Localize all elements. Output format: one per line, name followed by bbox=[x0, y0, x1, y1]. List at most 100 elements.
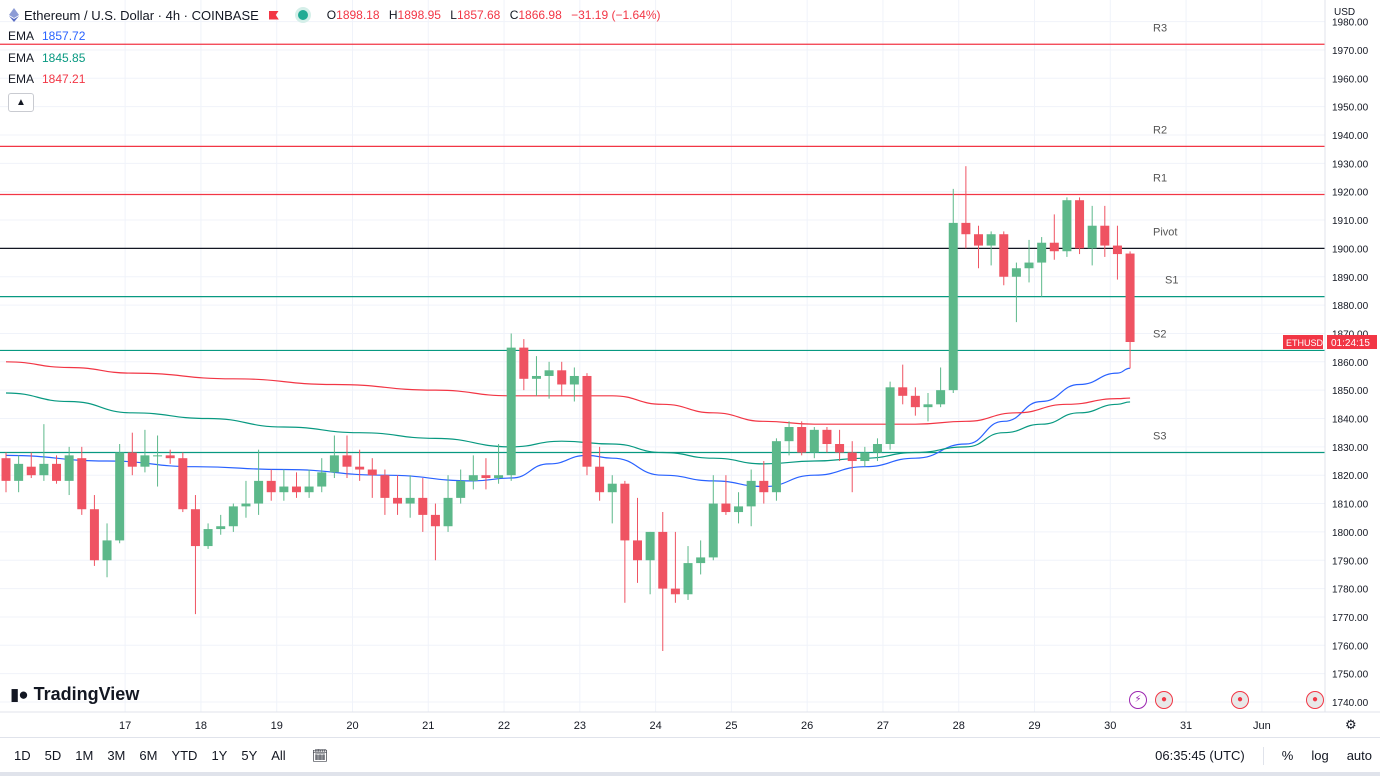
time-tick-label: 25 bbox=[725, 720, 737, 732]
footer-strip bbox=[0, 772, 1380, 776]
range-5y-button[interactable]: 5Y bbox=[241, 748, 258, 763]
time-tick-label: 28 bbox=[953, 720, 965, 732]
candle bbox=[1, 458, 11, 481]
candle bbox=[620, 483, 630, 541]
price-tick-label: 1970.00 bbox=[1332, 46, 1369, 57]
candle bbox=[481, 475, 491, 479]
countdown-text: 01:24:15 bbox=[1331, 338, 1370, 349]
us-flag-event-icon[interactable]: ● bbox=[1155, 691, 1173, 709]
price-tick-label: 1770.00 bbox=[1332, 613, 1369, 624]
price-tick-label: 1920.00 bbox=[1332, 188, 1369, 199]
time-tick-label: 19 bbox=[271, 720, 283, 732]
candle bbox=[153, 455, 163, 457]
range-1m-button[interactable]: 1M bbox=[75, 748, 94, 763]
candle bbox=[418, 497, 428, 515]
candle bbox=[64, 455, 74, 481]
price-tick-label: 1860.00 bbox=[1332, 358, 1369, 369]
lightning-event-icon[interactable]: ⚡ bbox=[1129, 691, 1147, 709]
range-all-button[interactable]: All bbox=[271, 748, 286, 763]
candle bbox=[304, 486, 314, 493]
time-tick-label: 17 bbox=[119, 720, 131, 732]
candle bbox=[102, 540, 112, 561]
candle bbox=[216, 526, 226, 530]
time-tick-label: Jun bbox=[1253, 720, 1271, 732]
bottom-toolbar: 1D 5D 1M 3M 6M YTD 1Y 5Y All 🗓 06:35:45 … bbox=[0, 737, 1380, 773]
price-tick-label: 1820.00 bbox=[1332, 471, 1369, 482]
ema-value-1: 1857.72 bbox=[42, 29, 86, 43]
price-tick-label: 1910.00 bbox=[1332, 216, 1369, 227]
candle bbox=[519, 347, 529, 379]
market-status-icon[interactable] bbox=[294, 7, 311, 23]
candle bbox=[127, 452, 137, 467]
price-tick-label: 1790.00 bbox=[1332, 556, 1369, 567]
price-chart[interactable]: R3 R2 R1 Pivot S1 S2 S3 USD 1740.00 1750.00 1760.0… bbox=[0, 0, 1380, 737]
candle bbox=[317, 472, 327, 487]
percent-scale-button[interactable]: % bbox=[1281, 748, 1294, 763]
us-flag-event-icon[interactable]: ● bbox=[1231, 691, 1249, 709]
candle bbox=[77, 458, 87, 510]
auto-scale-button[interactable]: auto bbox=[1346, 748, 1372, 763]
candle bbox=[1049, 242, 1059, 252]
range-ytd-button[interactable]: YTD bbox=[171, 748, 198, 763]
time-tick-label: 31 bbox=[1180, 720, 1192, 732]
ema-legend-1[interactable]: EMA 1857.72 bbox=[8, 29, 86, 43]
symbol-tag-text: ETHUSD bbox=[1286, 338, 1324, 348]
candle bbox=[329, 455, 339, 473]
candle bbox=[1087, 225, 1097, 249]
pivot-level-label: R1 bbox=[1153, 173, 1167, 185]
candle bbox=[531, 375, 541, 379]
settings-gear-icon[interactable]: ⚙ bbox=[1345, 717, 1357, 732]
time-tick-label: 26 bbox=[801, 720, 813, 732]
candle bbox=[1125, 253, 1135, 343]
candle bbox=[847, 452, 857, 462]
candle bbox=[696, 557, 706, 564]
candle bbox=[734, 506, 744, 513]
candle bbox=[986, 234, 996, 246]
collapse-legend-button[interactable]: ▲ bbox=[8, 93, 34, 112]
utc-clock[interactable]: 06:35:45 (UTC) bbox=[1155, 748, 1245, 763]
high-value: 1898.95 bbox=[397, 8, 441, 22]
pivot-level-label: Pivot bbox=[1153, 226, 1177, 238]
time-tick-label: 21 bbox=[422, 720, 434, 732]
pivot-level-label: S1 bbox=[1165, 275, 1178, 287]
tradingview-logo-icon: ▮● bbox=[10, 684, 29, 704]
time-tick-label: 24 bbox=[649, 720, 661, 732]
ema-legend-2[interactable]: EMA 1845.85 bbox=[8, 51, 86, 65]
candle bbox=[961, 222, 971, 235]
currency-label: USD bbox=[1334, 7, 1355, 18]
range-3m-button[interactable]: 3M bbox=[107, 748, 126, 763]
us-flag-event-icon[interactable]: ● bbox=[1306, 691, 1324, 709]
price-tick-label: 1930.00 bbox=[1332, 159, 1369, 170]
ema-legend-3[interactable]: EMA 1847.21 bbox=[8, 72, 86, 86]
candle bbox=[898, 387, 908, 396]
price-tick-label: 1850.00 bbox=[1332, 386, 1369, 397]
price-tick-label: 1980.00 bbox=[1332, 18, 1369, 29]
candle bbox=[367, 469, 377, 476]
ema-value-3: 1847.21 bbox=[42, 72, 86, 86]
candle bbox=[923, 404, 933, 408]
candle bbox=[759, 480, 769, 493]
range-6m-button[interactable]: 6M bbox=[139, 748, 158, 763]
range-5d-button[interactable]: 5D bbox=[44, 748, 62, 763]
time-tick-label: 23 bbox=[574, 720, 586, 732]
time-tick-label: 18 bbox=[195, 720, 207, 732]
candle bbox=[708, 503, 718, 558]
candle bbox=[39, 463, 49, 476]
range-1y-button[interactable]: 1Y bbox=[211, 748, 228, 763]
range-1d-button[interactable]: 1D bbox=[14, 748, 31, 763]
log-scale-button[interactable]: log bbox=[1311, 748, 1329, 763]
candle bbox=[228, 506, 238, 527]
candle bbox=[203, 529, 213, 547]
candle bbox=[784, 427, 794, 442]
candle bbox=[266, 480, 276, 493]
candle bbox=[582, 375, 592, 467]
flag-icon[interactable] bbox=[268, 10, 279, 20]
symbol-title[interactable]: Ethereum / U.S. Dollar · 4h · COINBASE bbox=[24, 7, 259, 23]
change-value: −31.19 (−1.64%) bbox=[571, 8, 661, 22]
candle bbox=[380, 475, 390, 498]
candle bbox=[683, 563, 693, 595]
calendar-icon[interactable]: 🗓 bbox=[311, 747, 329, 763]
candle bbox=[633, 540, 642, 561]
candle bbox=[1112, 245, 1122, 255]
